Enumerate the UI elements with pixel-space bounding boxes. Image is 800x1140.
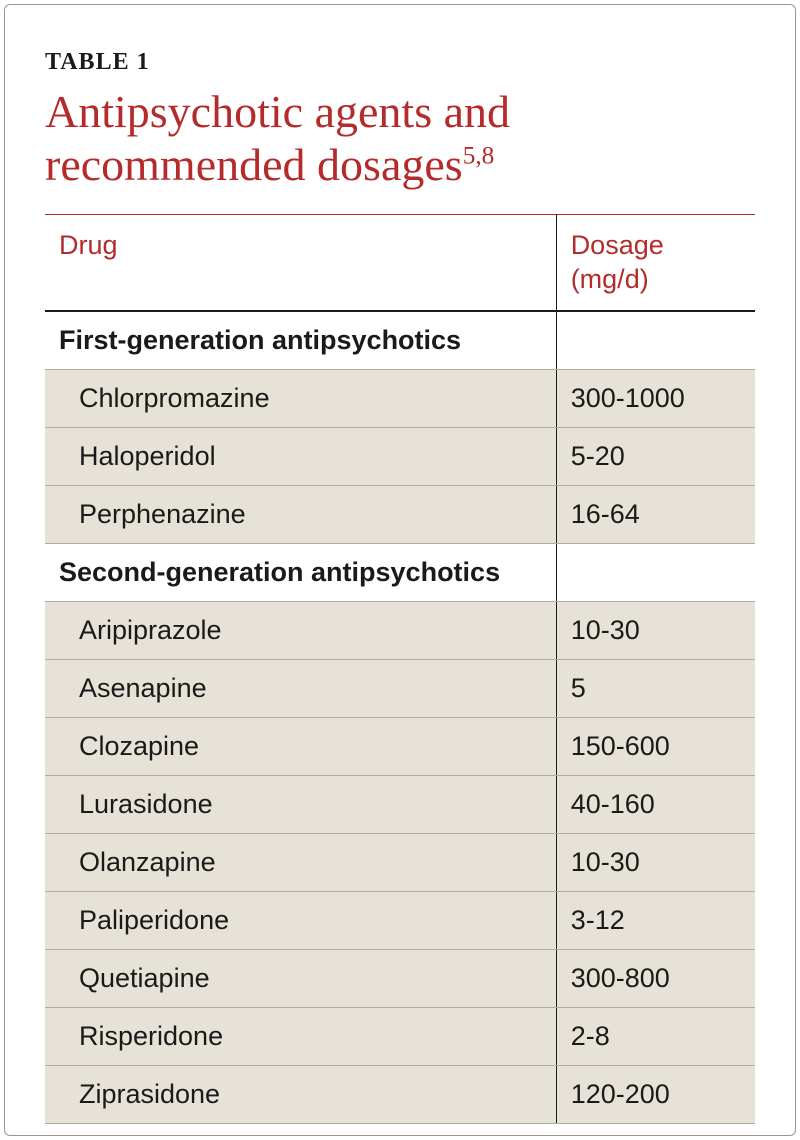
section-heading-row: First-generation antipsychotics [45, 311, 755, 370]
drug-name: Asenapine [45, 660, 556, 718]
table-row: Aripiprazole10-30 [45, 602, 755, 660]
drug-name: Chlorpromazine [45, 370, 556, 428]
drug-name: Haloperidol [45, 428, 556, 486]
drug-dose: 16-64 [556, 486, 755, 544]
table-row: Risperidone2-8 [45, 1008, 755, 1066]
drug-name: Risperidone [45, 1008, 556, 1066]
dosage-table: Drug Dosage (mg/d) First-generation anti… [45, 214, 755, 1125]
drug-dose: 40-160 [556, 776, 755, 834]
table-label: TABLE 1 [45, 49, 755, 76]
table-row: Haloperidol5-20 [45, 428, 755, 486]
header-drug: Drug [45, 214, 556, 311]
section-heading: First-generation antipsychotics [45, 311, 556, 370]
drug-dose: 150-600 [556, 718, 755, 776]
drug-name: Perphenazine [45, 486, 556, 544]
drug-name: Lurasidone [45, 776, 556, 834]
table-row: Chlorpromazine300-1000 [45, 370, 755, 428]
drug-dose: 300-800 [556, 950, 755, 1008]
header-dose: Dosage (mg/d) [556, 214, 755, 311]
drug-dose: 120-200 [556, 1066, 755, 1124]
drug-name: Aripiprazole [45, 602, 556, 660]
drug-name: Ziprasidone [45, 1066, 556, 1124]
header-row: Drug Dosage (mg/d) [45, 214, 755, 311]
drug-name: Quetiapine [45, 950, 556, 1008]
table-row: Clozapine150-600 [45, 718, 755, 776]
section-heading-empty [556, 311, 755, 370]
table-row: Asenapine5 [45, 660, 755, 718]
table-row: Perphenazine16-64 [45, 486, 755, 544]
title-text: Antipsychotic agents and recommended dos… [45, 86, 510, 190]
drug-dose: 5-20 [556, 428, 755, 486]
table-row: Quetiapine300-800 [45, 950, 755, 1008]
table-title: Antipsychotic agents and recommended dos… [45, 86, 755, 192]
table-row: Paliperidone3-12 [45, 892, 755, 950]
drug-name: Olanzapine [45, 834, 556, 892]
drug-dose: 10-30 [556, 834, 755, 892]
drug-dose: 2-8 [556, 1008, 755, 1066]
drug-dose: 10-30 [556, 602, 755, 660]
table-row: Olanzapine10-30 [45, 834, 755, 892]
drug-dose: 300-1000 [556, 370, 755, 428]
table-body: First-generation antipsychoticsChlorprom… [45, 311, 755, 1124]
table-card: TABLE 1 Antipsychotic agents and recomme… [4, 4, 796, 1136]
drug-dose: 5 [556, 660, 755, 718]
table-row: Ziprasidone120-200 [45, 1066, 755, 1124]
drug-name: Paliperidone [45, 892, 556, 950]
title-superscript: 5,8 [463, 142, 495, 170]
section-heading-empty [556, 544, 755, 602]
drug-name: Clozapine [45, 718, 556, 776]
section-heading-row: Second-generation antipsychotics [45, 544, 755, 602]
drug-dose: 3-12 [556, 892, 755, 950]
section-heading: Second-generation antipsychotics [45, 544, 556, 602]
table-row: Lurasidone40-160 [45, 776, 755, 834]
